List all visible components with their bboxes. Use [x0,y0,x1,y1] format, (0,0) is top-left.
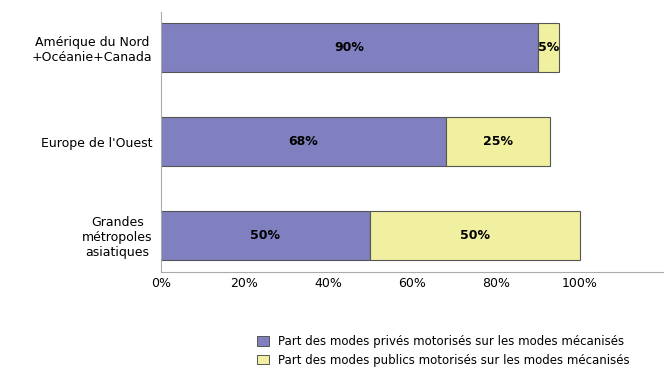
Bar [161,117,446,166]
Bar [537,23,559,72]
Text: 25%: 25% [483,135,513,148]
Text: 90%: 90% [334,42,364,54]
Text: 68%: 68% [288,135,318,148]
Text: 5%: 5% [537,42,559,54]
Legend: Part des modes privés motorisés sur les modes mécanisés, Part des modes publics : Part des modes privés motorisés sur les … [257,335,630,367]
Bar [446,117,550,166]
Text: 50%: 50% [460,229,490,242]
Bar [370,211,580,260]
Bar [161,211,370,260]
Text: 50%: 50% [251,229,281,242]
Bar [161,23,537,72]
